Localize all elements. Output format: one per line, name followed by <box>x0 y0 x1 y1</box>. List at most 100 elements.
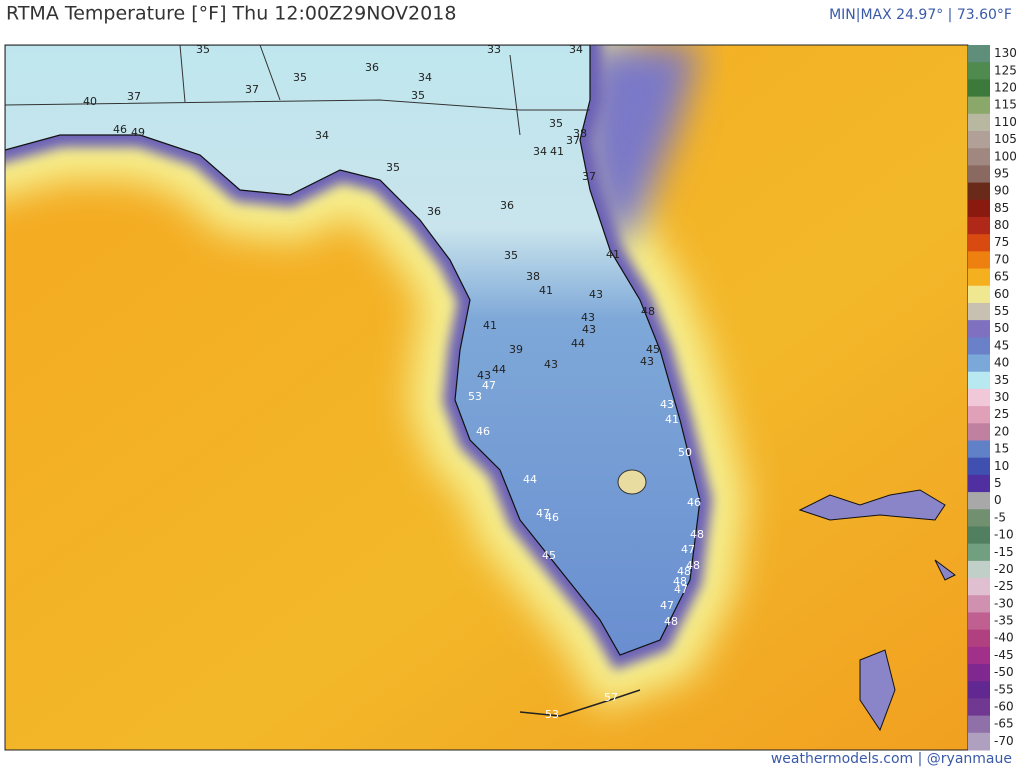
station-temp: 41 <box>483 319 497 332</box>
station-temp: 43 <box>589 288 603 301</box>
colorbar-label: 35 <box>994 373 1009 387</box>
colorbar-swatch <box>968 234 990 252</box>
colorbar-label: 130 <box>994 46 1017 60</box>
bahamas <box>798 489 956 732</box>
colorbar-swatch <box>968 509 990 527</box>
colorbar-swatch <box>968 337 990 356</box>
station-temp: 34 <box>315 129 329 142</box>
station-temp: 37 <box>127 90 141 103</box>
colorbar-label: 85 <box>994 201 1009 215</box>
atlantic-cool-band <box>580 45 700 250</box>
station-temp: 34 <box>533 145 547 158</box>
station-temp: 36 <box>427 205 441 218</box>
colorbar-label: 15 <box>994 442 1009 456</box>
station-temp: 44 <box>523 473 537 486</box>
colorbar-swatch <box>968 698 990 717</box>
station-temp: 45 <box>542 549 556 562</box>
colorbar-swatch <box>968 664 990 682</box>
colorbar-swatch <box>968 578 990 596</box>
station-temp: 43 <box>477 369 491 382</box>
station-temp: 41 <box>539 284 553 297</box>
station-temp: 49 <box>131 126 145 139</box>
colorbar-swatch <box>968 629 990 648</box>
colorbar-label: -40 <box>994 631 1014 645</box>
colorbar-label: 45 <box>994 338 1009 352</box>
station-temp: 37 <box>582 170 596 183</box>
station-temp: 46 <box>687 496 701 509</box>
station-temp: 48 <box>686 559 700 572</box>
colorbar-swatch <box>968 199 990 218</box>
station-temp: 35 <box>549 117 563 130</box>
station-temp: 47 <box>681 543 695 556</box>
colorbar-label: 50 <box>994 321 1009 335</box>
colorbar-label: 0 <box>994 493 1002 507</box>
colorbar-swatch <box>968 560 990 579</box>
station-temp: 43 <box>640 355 654 368</box>
state-borders <box>5 45 590 136</box>
colorbar-label: -5 <box>994 510 1006 524</box>
station-temp: 48 <box>690 528 704 541</box>
colorbar-swatch <box>968 268 990 287</box>
station-temp: 47 <box>660 599 674 612</box>
station-temp: 37 <box>566 134 580 147</box>
colorbar-swatch <box>968 96 990 115</box>
lake-okeechobee <box>617 469 647 495</box>
colorbar-label: 65 <box>994 270 1009 284</box>
station-temp: 46 <box>476 425 490 438</box>
station-temp: 40 <box>83 95 97 108</box>
station-temp: 35 <box>504 249 518 262</box>
station-temp: 43 <box>660 398 674 411</box>
florida-land <box>5 45 701 656</box>
colorbar-swatch <box>968 216 990 235</box>
station-temp: 47 <box>482 379 496 392</box>
station-temp: 48 <box>641 305 655 318</box>
colorbar-swatch <box>968 320 990 338</box>
colorbar-label: -20 <box>994 562 1014 576</box>
colorbar-label: 80 <box>994 218 1009 232</box>
colorbar-swatch <box>968 130 990 149</box>
colorbar-swatch <box>968 732 990 751</box>
colorbar-label: 20 <box>994 424 1009 438</box>
station-temp: 48 <box>664 615 678 628</box>
colorbar-label: 75 <box>994 235 1009 249</box>
station-temp: 50 <box>678 446 692 459</box>
colorbar-swatch <box>968 715 990 734</box>
colorbar-swatch <box>968 595 990 613</box>
colorbar-swatch <box>968 681 990 699</box>
colorbar-swatch <box>968 388 990 407</box>
station-temp: 43 <box>581 311 595 324</box>
station-temp: 38 <box>526 270 540 283</box>
station-temp: 36 <box>500 199 514 212</box>
map-title: RTMA Temperature [°F] Thu 12:00Z29NOV201… <box>6 3 456 25</box>
colorbar-swatch <box>968 79 990 98</box>
station-temp: 47 <box>536 507 550 520</box>
station-temp: 41 <box>606 248 620 261</box>
credit: weathermodels.com | @ryanmaue <box>771 751 1012 767</box>
station-temp: 34 <box>569 43 583 56</box>
colorbar-label: 55 <box>994 304 1009 318</box>
colorbar-swatch <box>968 182 990 201</box>
map <box>5 45 968 750</box>
station-temp: 39 <box>509 343 523 356</box>
colorbar-swatch <box>968 371 990 390</box>
colorbar-label: -15 <box>994 545 1014 559</box>
station-temp: 46 <box>113 123 127 136</box>
station-temp: 46 <box>545 511 559 524</box>
colorbar-label: -60 <box>994 700 1014 714</box>
colorbar-swatch <box>968 457 990 476</box>
station-temp: 48 <box>677 565 691 578</box>
station-temp: 53 <box>545 708 559 721</box>
station-temp: 35 <box>293 71 307 84</box>
station-temp: 36 <box>365 61 379 74</box>
colorbar-label: -70 <box>994 734 1014 748</box>
colorbar-label: -45 <box>994 648 1014 662</box>
colorbar-label: 100 <box>994 149 1017 163</box>
station-temp: 44 <box>492 363 506 376</box>
colorbar-swatch <box>968 113 990 132</box>
colorbar-label: 30 <box>994 390 1009 404</box>
station-temp: 44 <box>571 337 585 350</box>
colorbar-label: 120 <box>994 80 1017 94</box>
colorbar-label: 125 <box>994 63 1017 77</box>
station-temp: 37 <box>245 83 259 96</box>
